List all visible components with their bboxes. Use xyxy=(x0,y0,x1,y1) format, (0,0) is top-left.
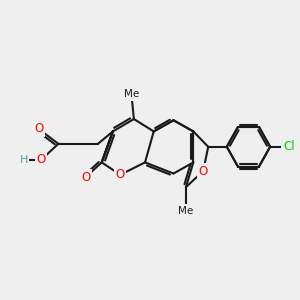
Text: O: O xyxy=(36,153,46,167)
Text: H: H xyxy=(20,155,28,165)
Text: O: O xyxy=(34,122,43,135)
Text: Cl: Cl xyxy=(283,140,295,153)
Text: O: O xyxy=(116,168,125,181)
Text: O: O xyxy=(81,171,90,184)
Text: O: O xyxy=(199,165,208,178)
Text: Me: Me xyxy=(178,206,194,216)
Text: Me: Me xyxy=(124,89,139,99)
